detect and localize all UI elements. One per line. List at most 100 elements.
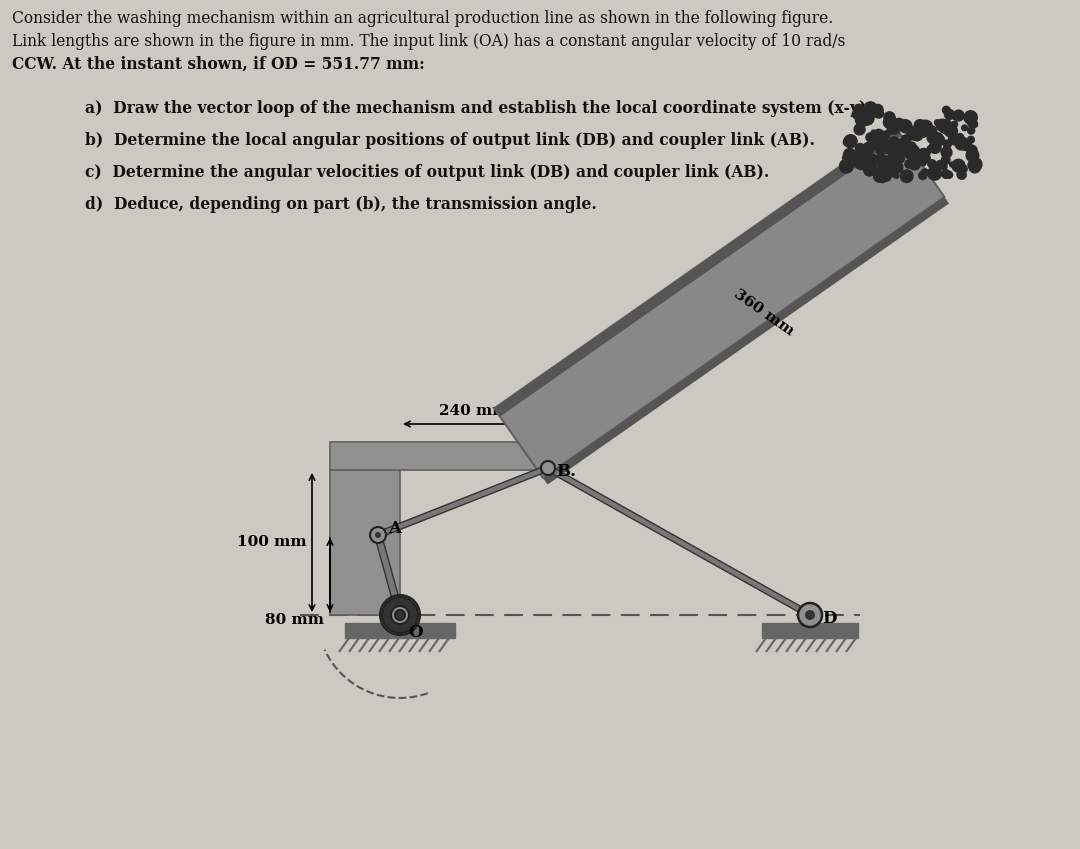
Circle shape (943, 125, 954, 135)
Circle shape (881, 166, 887, 171)
Circle shape (928, 166, 942, 180)
Circle shape (370, 527, 386, 543)
Circle shape (880, 167, 890, 177)
Circle shape (964, 143, 973, 151)
Circle shape (854, 104, 863, 113)
Circle shape (906, 127, 919, 140)
Circle shape (899, 120, 912, 132)
Circle shape (920, 160, 927, 166)
Circle shape (853, 155, 867, 169)
Circle shape (855, 143, 865, 153)
Circle shape (878, 138, 886, 146)
Circle shape (946, 171, 953, 178)
Text: 80 mm: 80 mm (265, 613, 324, 627)
Text: 360 mm: 360 mm (731, 287, 796, 338)
Circle shape (919, 121, 932, 133)
Circle shape (953, 160, 964, 172)
Circle shape (858, 111, 863, 116)
Circle shape (954, 110, 964, 121)
Circle shape (959, 165, 968, 173)
Circle shape (888, 138, 899, 149)
Text: A: A (388, 520, 401, 537)
Circle shape (936, 160, 945, 169)
Circle shape (892, 162, 903, 173)
Text: B.: B. (556, 463, 576, 480)
Polygon shape (543, 197, 949, 485)
Text: D: D (822, 610, 837, 627)
Circle shape (855, 156, 868, 170)
Circle shape (880, 140, 894, 154)
Circle shape (860, 119, 867, 127)
Circle shape (915, 150, 923, 159)
Text: O: O (408, 624, 422, 641)
Circle shape (541, 461, 555, 475)
Circle shape (878, 142, 888, 151)
Circle shape (859, 156, 869, 167)
Circle shape (936, 119, 948, 132)
Circle shape (839, 160, 853, 173)
Circle shape (957, 171, 967, 179)
Circle shape (969, 115, 976, 122)
Circle shape (897, 138, 912, 152)
Polygon shape (375, 534, 403, 616)
Circle shape (969, 161, 981, 173)
Circle shape (845, 135, 858, 148)
Bar (345, 623, 455, 638)
Circle shape (948, 133, 960, 145)
Circle shape (893, 173, 899, 178)
Circle shape (875, 155, 886, 166)
Circle shape (889, 143, 897, 151)
Circle shape (887, 137, 901, 151)
Circle shape (883, 116, 895, 128)
Circle shape (957, 171, 964, 178)
Circle shape (874, 109, 883, 118)
Circle shape (919, 171, 927, 179)
Circle shape (957, 133, 963, 141)
Polygon shape (377, 465, 549, 537)
Circle shape (933, 134, 940, 140)
Circle shape (395, 610, 405, 620)
Circle shape (855, 114, 867, 126)
Circle shape (380, 595, 420, 635)
Circle shape (877, 172, 888, 183)
Circle shape (870, 130, 876, 135)
Text: a)  Draw the vector loop of the mechanism and establish the local coordinate sys: a) Draw the vector loop of the mechanism… (85, 100, 872, 117)
Circle shape (873, 129, 885, 141)
Circle shape (885, 115, 895, 126)
Circle shape (918, 122, 931, 135)
Circle shape (910, 126, 920, 135)
Circle shape (887, 126, 895, 134)
Circle shape (967, 145, 977, 155)
Circle shape (874, 171, 885, 182)
Circle shape (945, 125, 957, 138)
Circle shape (942, 170, 950, 178)
Circle shape (906, 142, 916, 152)
Circle shape (851, 151, 864, 163)
Polygon shape (495, 127, 902, 417)
Circle shape (901, 170, 913, 183)
Circle shape (912, 130, 922, 141)
Circle shape (908, 127, 919, 138)
Circle shape (906, 142, 916, 152)
Circle shape (915, 120, 926, 131)
Circle shape (921, 169, 929, 176)
Circle shape (860, 111, 874, 125)
Circle shape (934, 120, 941, 126)
Circle shape (968, 136, 974, 143)
Circle shape (872, 138, 883, 149)
Circle shape (928, 160, 936, 168)
Circle shape (918, 121, 928, 131)
Circle shape (375, 532, 381, 538)
Circle shape (875, 141, 883, 149)
Circle shape (921, 154, 930, 163)
Circle shape (918, 153, 929, 163)
Circle shape (923, 149, 930, 155)
Text: 100 mm: 100 mm (238, 536, 307, 549)
Circle shape (882, 156, 891, 165)
Circle shape (919, 149, 929, 158)
Circle shape (875, 166, 885, 176)
Text: c)  Determine the angular velocities of output link (DB) and coupler link (AB).: c) Determine the angular velocities of o… (85, 164, 769, 181)
Polygon shape (495, 127, 944, 478)
Circle shape (798, 603, 822, 627)
Circle shape (863, 143, 875, 155)
